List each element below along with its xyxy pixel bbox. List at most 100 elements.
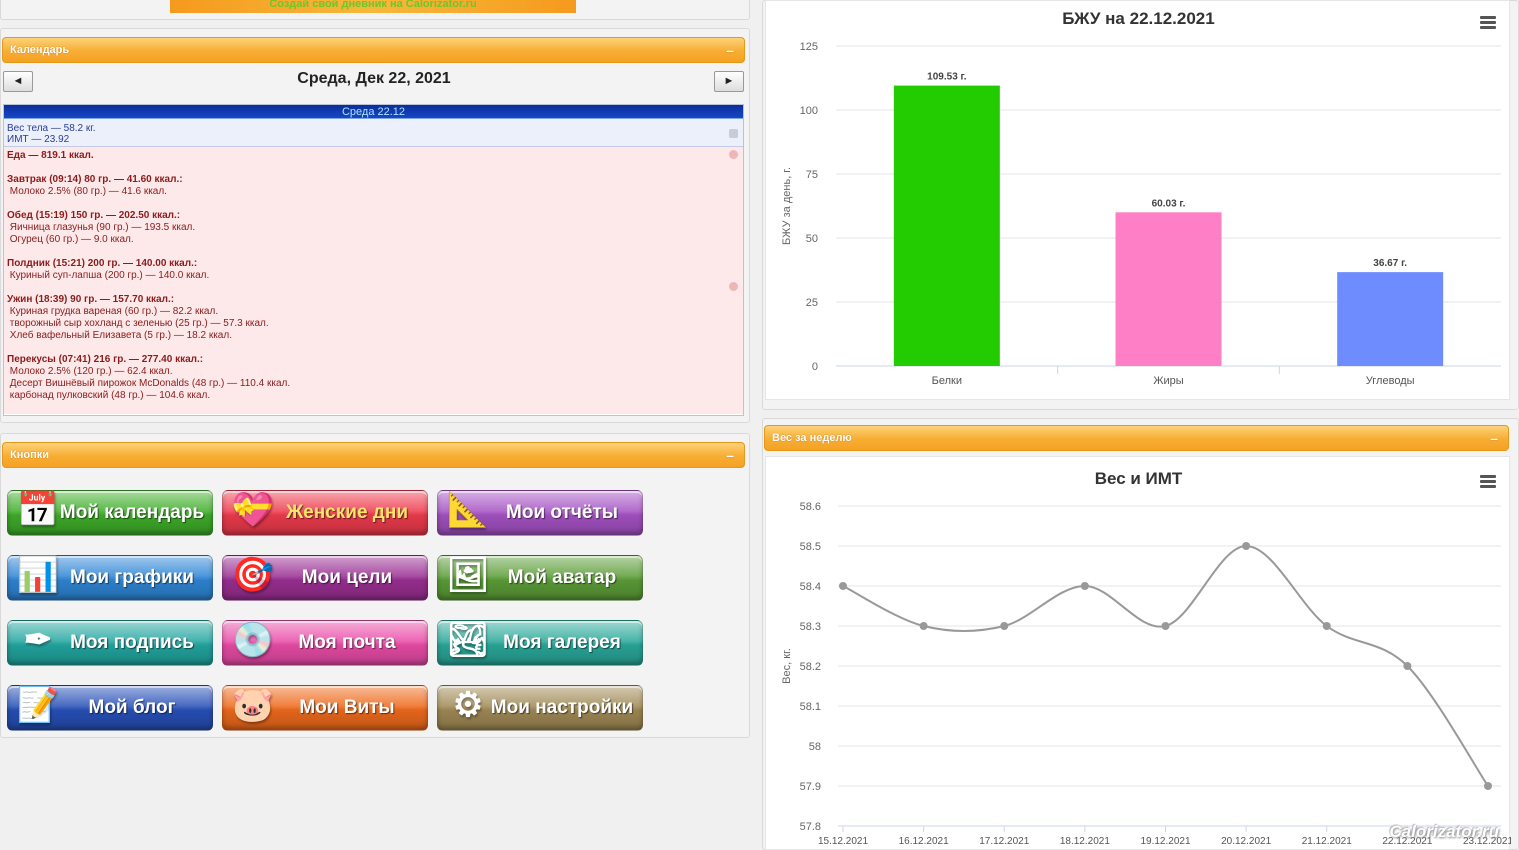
bar-chart-icon: 📊 bbox=[16, 556, 60, 594]
calendar-panel-header: Календарь – bbox=[2, 37, 745, 63]
calendar-panel-title: Календарь bbox=[10, 44, 70, 56]
food-line: Завтрак (09:14) 80 гр. — 41.60 ккал.: bbox=[7, 174, 183, 185]
promo-banner[interactable]: Создай свой дневник на Calorizator.ru bbox=[170, 0, 576, 13]
x-tick-label: 20.12.2021 bbox=[1221, 836, 1271, 847]
gallery-photo-icon: 🏞 bbox=[446, 621, 490, 659]
buttons-panel-header: Кнопки – bbox=[2, 442, 745, 468]
food-line: Молоко 2.5% (80 гр.) — 41.6 ккал. bbox=[7, 186, 167, 197]
data-point bbox=[919, 622, 928, 630]
data-point bbox=[1080, 582, 1089, 590]
pen-inkwell-icon: ✒ bbox=[23, 621, 53, 659]
x-tick-label: 15.12.2021 bbox=[818, 836, 868, 847]
my-settings-label: Мои настройки bbox=[490, 697, 634, 718]
weight-chart-card: Вес и ИМТ 57.8 57.9 58 58.1 58.2 58.3 58.4 58.5… bbox=[765, 456, 1511, 850]
data-point bbox=[1484, 782, 1492, 790]
food-line: Перекусы (07:41) 216 гр. — 277.40 ккал.: bbox=[7, 354, 204, 365]
weight-line: Вес тела — 58.2 кг. bbox=[7, 123, 96, 134]
weight-series-line bbox=[842, 544, 1489, 787]
edit-icon[interactable] bbox=[729, 129, 738, 138]
bar-0 bbox=[893, 85, 1000, 366]
my-reports-button[interactable]: 📐 Мои отчёты bbox=[437, 490, 643, 536]
buttons-panel-title: Кнопки bbox=[10, 449, 49, 461]
data-label: 60.03 г. bbox=[1152, 198, 1186, 209]
food-line bbox=[7, 198, 740, 210]
y-tick-label: 58.2 bbox=[800, 661, 821, 673]
x-tick-label: 18.12.2021 bbox=[1060, 836, 1110, 847]
my-reports-label: Мои отчёты bbox=[506, 502, 618, 523]
y-tick-label: 58.3 bbox=[800, 621, 821, 633]
weight-panel-header: Вес за неделю – bbox=[764, 425, 1509, 451]
my-settings-button[interactable]: ⚙ Мои настройки bbox=[437, 685, 643, 731]
hearts-calendar-icon: 💝 bbox=[231, 491, 275, 529]
food-line: Молоко 2.5% (120 гр.) — 62.4 ккал. bbox=[7, 366, 173, 377]
my-blog-label: Мой блог bbox=[88, 697, 176, 718]
watermark: Calorizator.ru bbox=[1389, 822, 1499, 841]
drafting-tools-icon: 📐 bbox=[446, 491, 490, 529]
my-vitas-button[interactable]: 🐷 Мои Виты bbox=[222, 685, 428, 731]
my-avatar-button[interactable]: 🖼 Мой аватар bbox=[437, 555, 643, 601]
data-label: 109.53 г. bbox=[927, 72, 967, 83]
gears-icon: ⚙ bbox=[452, 686, 484, 724]
right-column: БЖУ на 22.12.2021 0 25 50 75 100 125 БЖУ за де… bbox=[760, 0, 1519, 850]
hamburger-menu-icon[interactable] bbox=[1480, 475, 1496, 488]
calendar-icon: 📅 bbox=[16, 491, 60, 529]
y-tick-label: 50 bbox=[806, 233, 818, 245]
weight-panel-title: Вес за неделю bbox=[772, 432, 852, 444]
minimize-icon[interactable]: – bbox=[1490, 430, 1498, 446]
weight-entry[interactable]: Вес тела — 58.2 кг. ИМТ — 23.92 bbox=[4, 119, 743, 147]
womens-days-label: Женские дни bbox=[285, 502, 409, 523]
food-line bbox=[7, 246, 740, 258]
my-gallery-button[interactable]: 🏞 Моя галерея bbox=[437, 620, 643, 666]
day-entry[interactable]: Среда 22.12 Вес тела — 58.2 кг. ИМТ — 23… bbox=[3, 104, 744, 416]
food-line: Куриная грудка вареная (60 гр.) — 82.2 к… bbox=[7, 306, 219, 317]
y-axis-title: Вес, кг. bbox=[781, 648, 793, 684]
y-tick-label: 100 bbox=[800, 105, 818, 117]
womens-days-button[interactable]: 💝 Женские дни bbox=[222, 490, 428, 536]
y-tick-label: 57.9 bbox=[800, 781, 821, 793]
food-edit-icon[interactable] bbox=[729, 150, 738, 159]
y-tick-label: 125 bbox=[800, 41, 818, 53]
my-goals-button[interactable]: 🎯 Мои цели bbox=[222, 555, 428, 601]
x-tick-label: Жиры bbox=[1153, 375, 1183, 387]
my-avatar-label: Мой аватар bbox=[507, 567, 617, 588]
food-line: Хлеб вафельный Елизавета (5 гр.) — 18.2 … bbox=[7, 330, 232, 341]
y-tick-label: 25 bbox=[806, 297, 818, 309]
food-line bbox=[7, 342, 740, 354]
minimize-icon[interactable]: – bbox=[726, 447, 734, 463]
food-line: Яичница глазунья (90 гр.) — 193.5 ккал. bbox=[7, 222, 196, 233]
prev-day-button[interactable]: ◄ bbox=[3, 71, 33, 92]
piggy-bank-icon: 🐷 bbox=[231, 686, 275, 724]
next-day-button[interactable]: ► bbox=[714, 71, 744, 92]
my-vitas-label: Мои Виты bbox=[299, 697, 395, 718]
data-label: 36.67 г. bbox=[1373, 258, 1407, 269]
y-tick-label: 58.6 bbox=[800, 501, 821, 513]
left-column: Создай свой дневник на Calorizator.ru Ка… bbox=[0, 0, 750, 850]
food-entry[interactable]: Еда — 819.1 ккал. Завтрак (09:14) 80 гр.… bbox=[4, 147, 743, 414]
minimize-icon[interactable]: – bbox=[726, 42, 734, 58]
y-tick-label: 75 bbox=[806, 169, 818, 181]
my-gallery-label: Моя галерея bbox=[503, 632, 621, 653]
day-header: Среда 22.12 bbox=[4, 105, 743, 119]
y-tick-label: 58 bbox=[809, 741, 821, 753]
food-line: Куриный суп-лапша (200 гр.) — 140.0 ккал… bbox=[7, 270, 210, 281]
data-point bbox=[1161, 622, 1170, 630]
my-calendar-button[interactable]: 📅 Мой календарь bbox=[7, 490, 213, 536]
notepad-pen-icon: 📝 bbox=[16, 686, 60, 724]
my-mail-label: Моя почта bbox=[298, 632, 396, 653]
food-line: Десерт Вишнёвый пирожок McDonalds (48 гр… bbox=[7, 378, 291, 389]
weight-line-chart: 57.8 57.9 58 58.1 58.2 58.3 58.4 58.5 58.6 Вес, к… bbox=[781, 501, 1511, 847]
food-edit-icon[interactable] bbox=[729, 282, 738, 291]
my-blog-button[interactable]: 📝 Мой блог bbox=[7, 685, 213, 731]
hamburger-menu-icon[interactable] bbox=[1480, 16, 1496, 29]
y-axis-title: БЖУ за день, г. bbox=[781, 167, 793, 245]
food-line: Огурец (60 гр.) — 9.0 ккал. bbox=[7, 234, 134, 245]
bzhu-chart-card: БЖУ на 22.12.2021 0 25 50 75 100 125 БЖУ за де… bbox=[765, 0, 1510, 400]
x-tick-label: Углеводы bbox=[1366, 375, 1415, 387]
my-signature-button[interactable]: ✒ Моя подпись bbox=[7, 620, 213, 666]
x-tick-label: 16.12.2021 bbox=[899, 836, 949, 847]
x-tick-label: 19.12.2021 bbox=[1140, 836, 1190, 847]
avatar-portrait-icon: 🖼 bbox=[446, 556, 490, 594]
my-mail-button[interactable]: 💿 Моя почта bbox=[222, 620, 428, 666]
my-charts-button[interactable]: 📊 Мои графики bbox=[7, 555, 213, 601]
my-calendar-label: Мой календарь bbox=[59, 502, 205, 523]
